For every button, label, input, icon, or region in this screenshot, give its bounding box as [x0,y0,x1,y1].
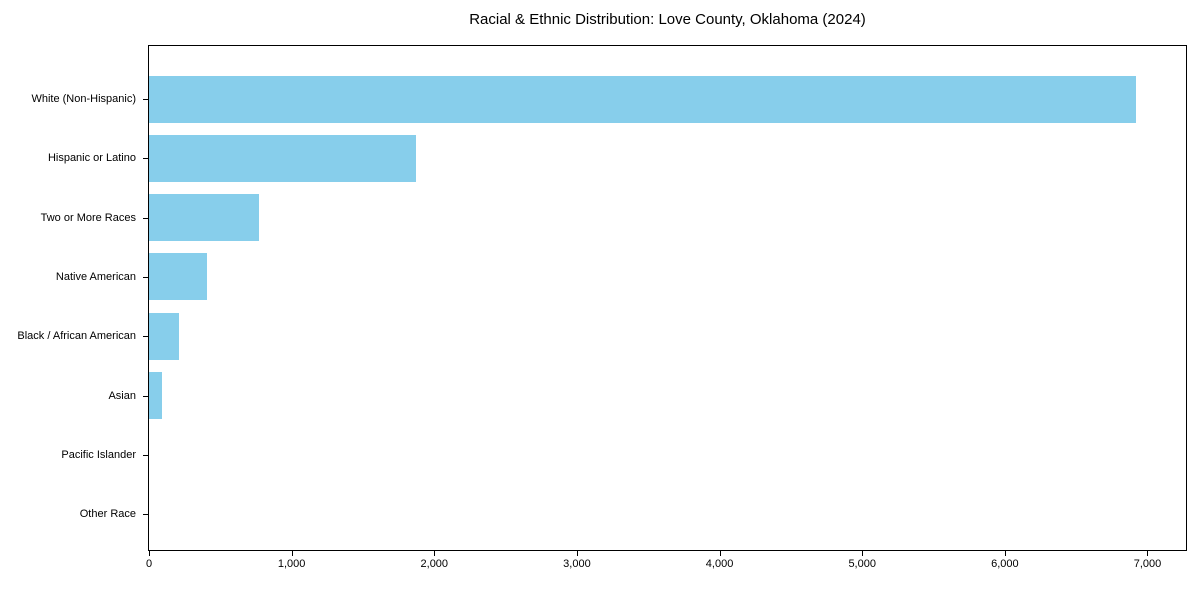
x-axis-tick-label: 1,000 [277,558,306,570]
plot-area [148,45,1187,551]
y-axis-label: Asian [108,389,136,402]
y-axis-tick [143,217,148,219]
bar [149,194,259,242]
x-axis-tick-label: 5,000 [848,558,876,570]
y-axis-label: Hispanic or Latino [47,152,136,165]
y-axis-tick [143,454,148,456]
y-axis-label: Other Race [79,508,136,521]
y-axis-tick [143,158,148,160]
x-axis-tick-label: 0 [145,558,153,570]
x-axis-tick-label: 3,000 [563,558,591,570]
y-axis-tick [143,276,148,278]
y-axis-tick [143,336,148,338]
y-axis-label: Black / African American [17,330,136,343]
x-axis-tick [149,550,150,556]
y-axis-label: Native American [55,270,136,283]
x-axis-tick [434,550,436,556]
y-axis-tick [143,99,148,100]
x-axis-tick-label: 4,000 [705,558,734,570]
bar [149,372,162,419]
y-axis-tick [143,395,148,397]
y-axis-label: Pacific Islander [61,448,136,461]
y-axis-tick [143,514,148,516]
x-axis-tick [1004,550,1006,556]
bar [149,253,208,301]
x-axis-tick-label: 6,000 [991,558,1019,570]
y-axis-label: Two or More Races [40,211,136,224]
bar [149,134,416,182]
y-axis-label: White (Non-Hispanic) [31,93,136,105]
bar [149,75,1137,123]
chart-title: Racial & Ethnic Distribution: Love Count… [469,11,866,28]
bar [149,312,179,360]
x-axis-tick [1147,550,1149,556]
x-axis-tick-label: 7,000 [1133,558,1162,570]
x-axis-tick [862,550,864,556]
x-axis-tick [576,550,578,556]
x-axis-tick [719,550,721,556]
x-axis-tick-label: 2,000 [420,558,449,570]
x-axis-tick [291,550,293,556]
